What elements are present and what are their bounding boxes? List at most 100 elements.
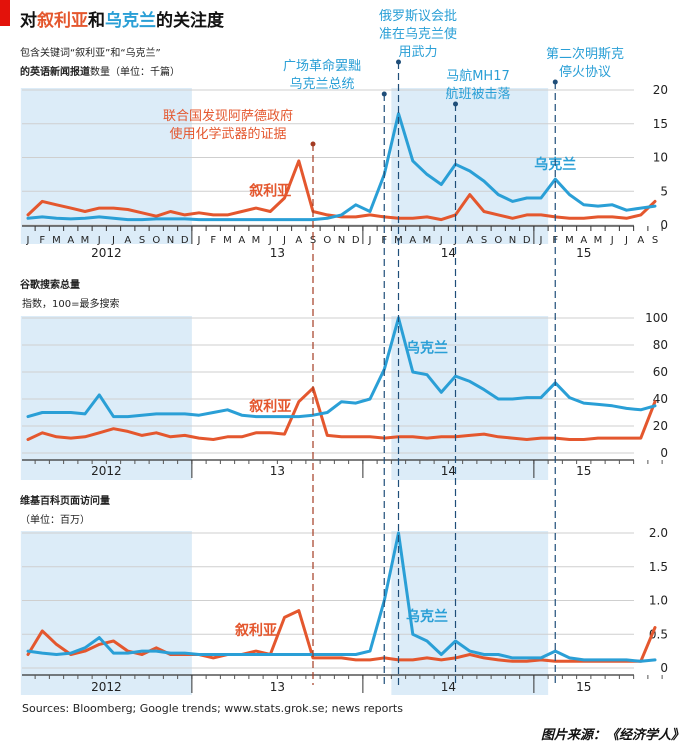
series-line-ukraine — [26, 531, 657, 663]
month-tick-label: D — [352, 235, 360, 246]
y-tick-label: 20 — [653, 83, 668, 97]
year-label: 2012 — [91, 246, 122, 260]
y-tick-label: 2.0 — [649, 526, 668, 540]
shaded-band-1 — [20, 316, 192, 480]
year-label: 13 — [270, 680, 285, 694]
month-tick-label: O — [494, 235, 502, 246]
month-tick-label: M — [223, 235, 232, 246]
title-syria: 叙利亚 — [37, 11, 88, 31]
month-tick-label: A — [637, 235, 644, 246]
series-line-ukraine — [26, 112, 657, 222]
year-label: 2012 — [91, 680, 122, 694]
event-label: 乌克兰总统 — [289, 76, 354, 92]
wiki-panel-title: 维基百科页面访问量 — [20, 496, 110, 507]
event-label: 广场革命罢黜 — [283, 58, 361, 74]
year-label: 15 — [576, 464, 591, 478]
month-tick-label: A — [238, 235, 245, 246]
month-tick-label: J — [197, 235, 201, 246]
event-label: 用武力 — [398, 45, 437, 60]
y-tick-label: 100 — [645, 311, 668, 325]
month-tick-label: O — [323, 235, 331, 246]
y-tick-label: 1.5 — [649, 560, 668, 574]
series-annotation: 乌克兰 — [406, 340, 448, 357]
month-tick-label: M — [81, 235, 90, 246]
series-line-ukraine — [26, 316, 657, 419]
y-tick-label: 40 — [653, 392, 668, 406]
month-tick-label: J — [111, 235, 115, 246]
month-tick-label: M — [252, 235, 261, 246]
event-label: 第二次明斯克 — [546, 46, 624, 62]
month-tick-label: F — [210, 235, 216, 246]
shaded-band-1 — [20, 531, 192, 695]
news-panel-subtitle-bold: 的英语新闻报道 — [20, 67, 90, 78]
wiki-panel-subtitle: （单位：百万） — [20, 515, 90, 526]
month-tick-label: N — [167, 235, 174, 246]
y-tick-label: 0 — [660, 218, 668, 232]
y-tick-label: 1.0 — [649, 594, 668, 608]
month-tick-label: S — [310, 235, 316, 246]
y-tick-label: 15 — [653, 117, 668, 131]
sources-note: Sources: Bloomberg; Google trends; www.s… — [22, 702, 403, 715]
year-label: 14 — [441, 464, 456, 478]
month-tick-label: S — [652, 235, 658, 246]
y-tick-label: 20 — [653, 419, 668, 433]
title-suffix: 的关注度 — [156, 11, 224, 31]
event-dot — [453, 101, 458, 107]
month-tick-label: M — [594, 235, 603, 246]
google-panel-subtitle: 指数，100=最多搜索 — [22, 299, 120, 310]
y-tick-label: 5 — [660, 184, 668, 198]
month-tick-label: A — [580, 235, 587, 246]
year-label: 13 — [270, 464, 285, 478]
event-label: 准在乌克兰使 — [379, 26, 457, 42]
series-annotation: 叙利亚 — [235, 622, 277, 639]
event-label: 使用化学武器的证据 — [169, 126, 286, 142]
event-label: 俄罗斯议会批 — [379, 9, 457, 24]
year-label: 15 — [576, 246, 591, 260]
month-tick-label: J — [26, 235, 30, 246]
month-tick-label: A — [409, 235, 416, 246]
month-tick-label: S — [139, 235, 145, 246]
y-tick-label: 60 — [653, 365, 668, 379]
event-dot — [381, 91, 387, 97]
year-label: 14 — [441, 680, 456, 694]
title-ukraine: 乌克兰 — [105, 11, 156, 31]
month-tick-label: N — [338, 235, 345, 246]
event-label: 航班被击落 — [445, 86, 510, 102]
year-label: 2012 — [91, 464, 122, 478]
month-tick-label: J — [282, 235, 286, 246]
month-tick-label: M — [52, 235, 61, 246]
event-dot — [552, 79, 558, 85]
event-dot — [310, 141, 316, 147]
event-dot — [396, 59, 401, 65]
shaded-band-2 — [391, 88, 549, 244]
year-label: 14 — [441, 246, 456, 260]
y-tick-label: 0 — [660, 446, 668, 460]
month-tick-label: J — [97, 235, 101, 246]
event-label: 马航MH17 — [446, 68, 510, 84]
month-tick-label: A — [124, 235, 131, 246]
event-label: 联合国发现阿萨德政府 — [163, 108, 293, 124]
event-label: 停火协议 — [559, 64, 611, 80]
y-tick-label: 80 — [653, 338, 668, 352]
series-annotation: 叙利亚 — [249, 398, 291, 415]
month-tick-label: S — [481, 235, 487, 246]
news-panel-subtitle-rest: 数量（单位：千篇） — [90, 67, 180, 78]
month-tick-label: F — [39, 235, 45, 246]
month-tick-label: A — [295, 235, 302, 246]
panel-2: 0 20 40 60 80 100 2012 13 14 15 叙利亚 乌克兰 — [20, 311, 668, 480]
month-tick-label: O — [152, 235, 160, 246]
month-tick-label: D — [523, 235, 531, 246]
month-tick-label: J — [268, 235, 272, 246]
month-tick-label: J — [610, 235, 614, 246]
month-tick-label: J — [368, 235, 372, 246]
brand-tag — [0, 0, 10, 26]
panel-1: 05101520JFMAMJJASONDJFMAMJJASONDJFMAMJJA… — [20, 83, 668, 260]
page-title: 对叙利亚和乌克兰的关注度 — [20, 6, 224, 31]
image-credit: 图片来源：《经济学人》 — [540, 728, 684, 743]
title-prefix: 对 — [20, 11, 37, 31]
year-label: 15 — [576, 680, 591, 694]
month-tick-label: J — [624, 235, 628, 246]
